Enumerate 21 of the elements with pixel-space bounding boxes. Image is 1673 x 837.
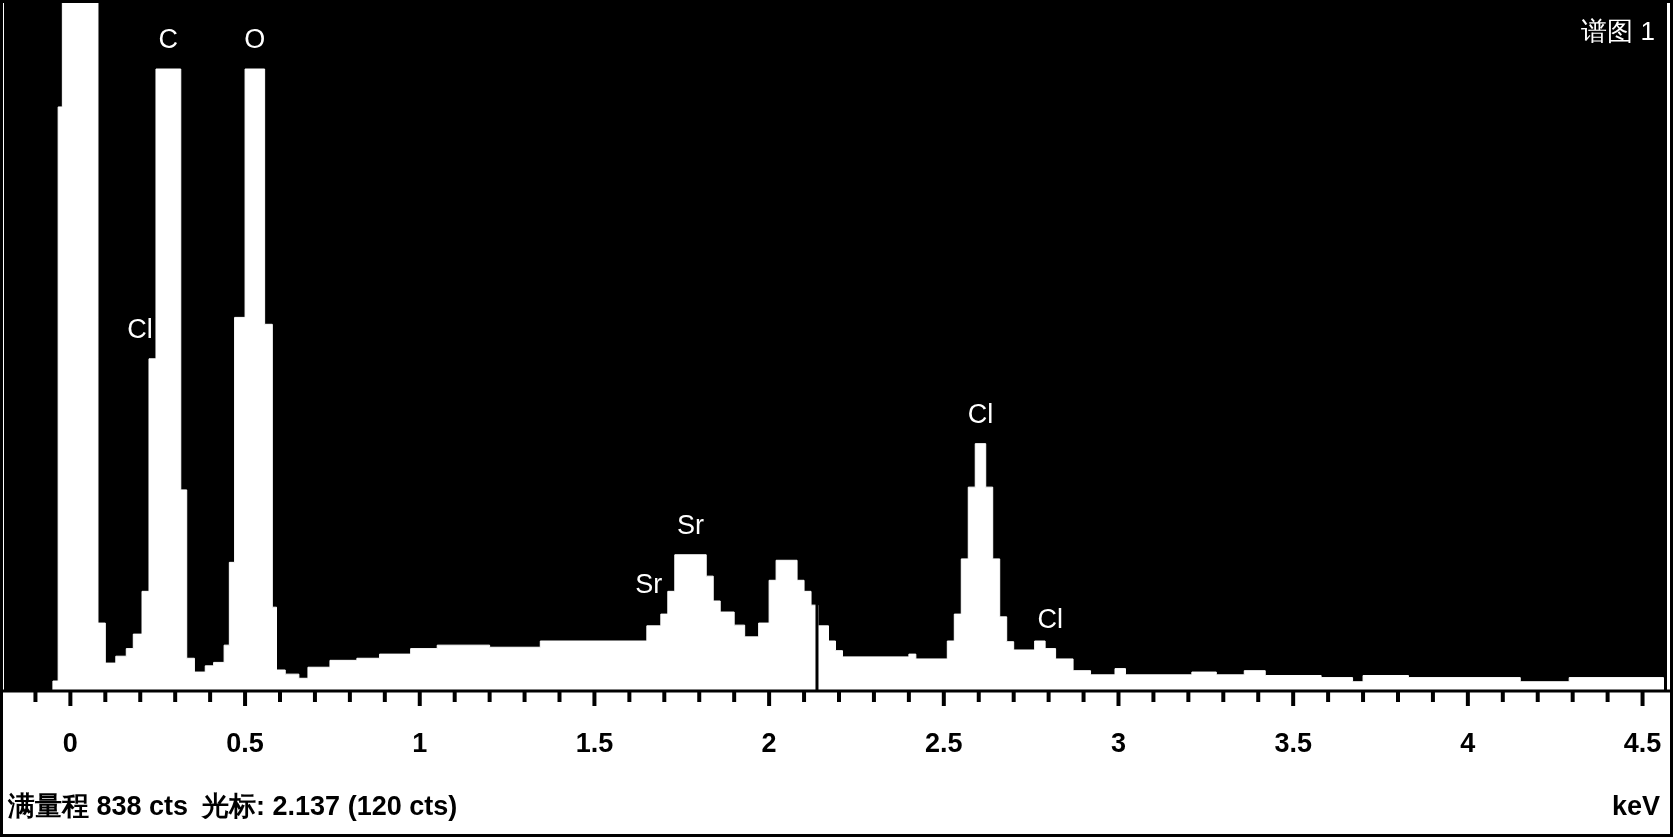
text: 满量程 838 cts — [7, 791, 189, 821]
x-tick-label: 2 — [761, 728, 777, 758]
x-tick-label: 4.5 — [1623, 728, 1662, 758]
annotation: Sr — [677, 509, 705, 540]
x-tick-label: 0 — [62, 728, 78, 758]
x-tick-label: 1.5 — [575, 728, 614, 758]
x-tick-label: 1 — [412, 728, 428, 758]
x-tick-label: 0.5 — [226, 728, 264, 758]
x-tick-label: 2.5 — [925, 728, 963, 758]
annotation: O — [244, 24, 266, 55]
annotation: C — [158, 24, 178, 55]
annotation: Cl — [127, 313, 153, 344]
x-tick-label: 4 — [1460, 728, 1476, 758]
x-tick-label: 3 — [1110, 728, 1127, 758]
annotation: Cl — [1037, 603, 1064, 634]
x-axis-title: keV — [1611, 791, 1660, 821]
annotation: Sr — [635, 569, 663, 600]
text: 谱图 1 — [1581, 16, 1655, 46]
annotation: Cl — [967, 398, 994, 429]
x-tick-label: 3.5 — [1274, 728, 1312, 758]
text: 光标: 2.137 (120 cts) — [201, 791, 458, 821]
